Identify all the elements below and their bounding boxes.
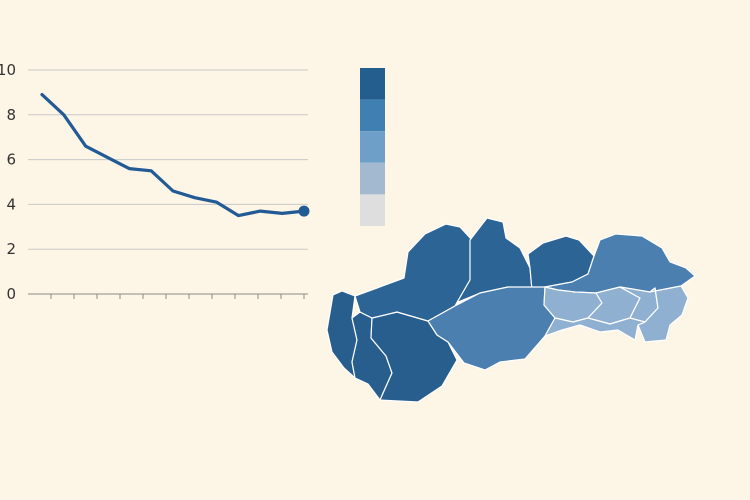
y-tick-label: 8 xyxy=(6,106,16,124)
choropleth-map xyxy=(326,217,696,403)
y-gridlines xyxy=(28,69,308,295)
line-chart: 0 2 4 6 8 10 xyxy=(0,61,310,303)
legend-swatch xyxy=(360,68,385,100)
y-tick-label: 0 xyxy=(6,285,16,303)
legend-swatch xyxy=(360,99,385,132)
map-region xyxy=(637,285,689,343)
y-tick-label: 6 xyxy=(6,151,16,169)
legend-swatch xyxy=(360,131,385,163)
y-tick-labels: 0 2 4 6 8 10 xyxy=(0,61,16,303)
x-tick-marks xyxy=(50,294,305,299)
series-end-marker xyxy=(298,205,310,217)
y-tick-label: 2 xyxy=(6,240,16,258)
series-line xyxy=(40,93,306,218)
y-tick-label: 10 xyxy=(0,61,16,79)
legend-swatch xyxy=(360,194,385,226)
map-region xyxy=(544,317,646,341)
y-tick-label: 4 xyxy=(6,195,16,213)
color-scale-legend xyxy=(360,68,385,226)
legend-swatch xyxy=(360,162,385,195)
